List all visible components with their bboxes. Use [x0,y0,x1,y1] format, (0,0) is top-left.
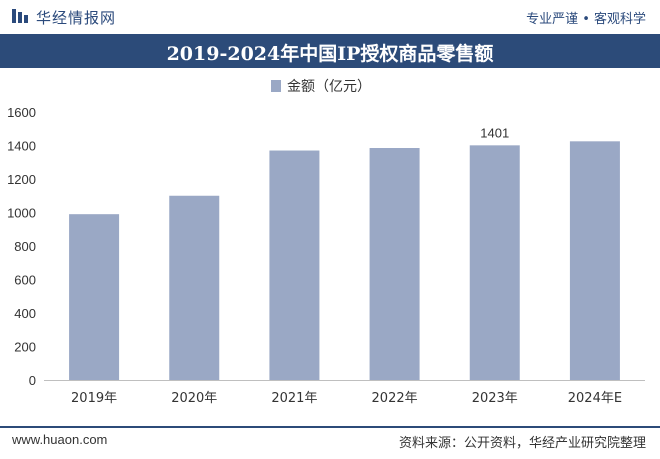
bar-chart: 金额（亿元） 0 200 400 600 800 1000 1200 1400 1600 2019年… [7,79,645,406]
y-tick-label: 200 [14,340,36,355]
y-tick-label: 800 [14,239,36,254]
bar [369,148,420,380]
y-tick-label: 1400 [7,139,36,154]
chart-title: 2019-2024年中国IP授权商品零售额 [166,43,494,65]
bar [169,195,220,380]
x-tick-label: 2022年 [372,391,418,406]
title-band: 2019-2024年中国IP授权商品零售额 [0,34,660,68]
bar [469,145,520,380]
y-tick-label: 0 [29,373,36,388]
x-tick-label: 2023年 [472,391,518,406]
data-label: 1401 [480,125,509,140]
slogan: 专业严谨 • 客观科学 [526,12,646,27]
y-tick-label: 400 [14,306,36,321]
brand-name: 华经情报网 [36,9,117,27]
y-tick-label: 1000 [7,206,36,221]
y-tick-label: 1200 [7,172,36,187]
y-tick-label: 600 [14,273,36,288]
legend-swatch [271,80,281,92]
bar [69,214,120,380]
brand-logo-icon [12,9,28,23]
legend-label: 金额（亿元） [287,79,371,95]
footer-url[interactable]: www.huaon.com [12,432,108,447]
bar [569,141,620,380]
y-tick-label: 1600 [7,105,36,120]
footer-divider [0,426,660,428]
x-tick-label: 2019年 [71,391,117,406]
x-tick-label: 2024年E [568,391,622,406]
x-tick-label: 2021年 [271,391,317,406]
x-tick-label: 2020年 [171,391,217,406]
footer-source: 资料来源：公开资料，华经产业研究院整理 [398,436,646,451]
top-bar: 华经情报网 专业严谨 • 客观科学 [0,0,660,34]
bar [269,150,320,380]
